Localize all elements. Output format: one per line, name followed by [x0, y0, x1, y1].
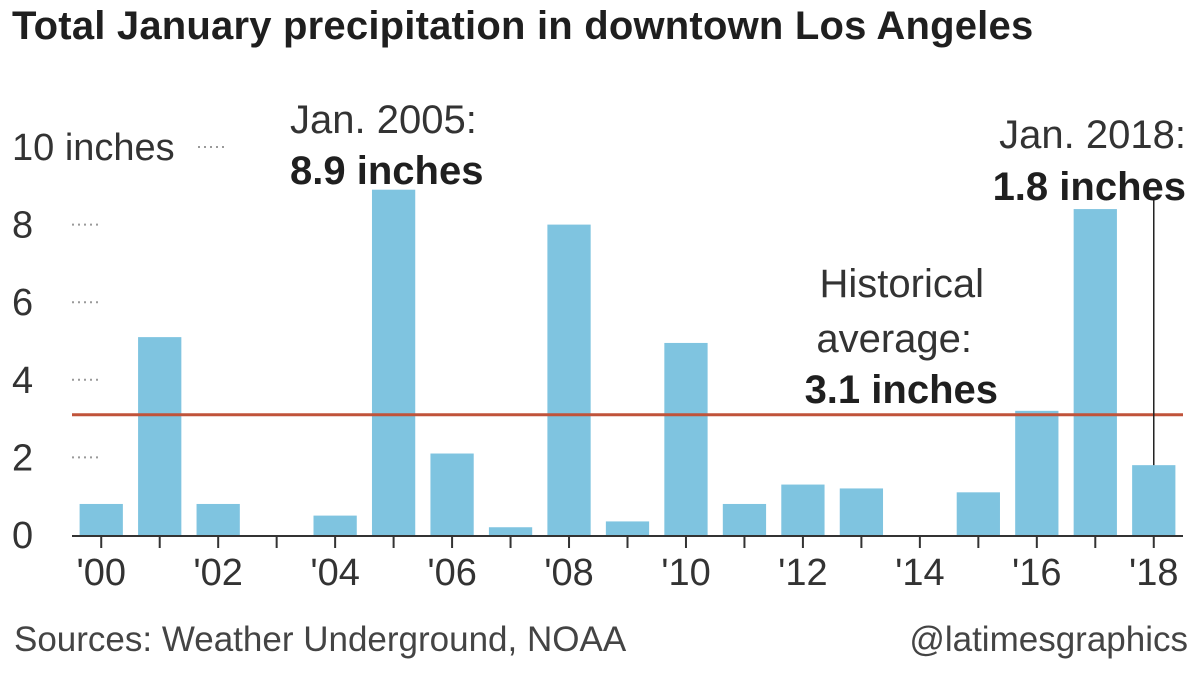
- chart-title: Total January precipitation in downtown …: [12, 4, 1034, 48]
- y-tick-label: 8: [12, 205, 33, 247]
- y-tick-label: 2: [12, 437, 33, 479]
- annotation-2005-line1: Jan. 2005:: [290, 98, 477, 142]
- y-tick-label: 10 inches: [12, 127, 175, 169]
- bar-2004: [313, 515, 357, 535]
- bar-2000: [79, 503, 123, 535]
- annotation-2005-value: 8.9 inches: [290, 149, 483, 193]
- x-tick-label: '02: [193, 552, 243, 594]
- annotation-average-line2: average:: [816, 317, 972, 361]
- x-tick-label: '18: [1129, 552, 1179, 594]
- y-tick-label: 0: [12, 515, 33, 557]
- x-tick-label: '06: [427, 552, 477, 594]
- bar-2002: [196, 503, 240, 535]
- x-tick-label: '14: [895, 552, 945, 594]
- x-ticks: '00 '02 '04 '06 '08 '10 '12 '14 '16 '18: [76, 536, 1179, 594]
- bars: [79, 189, 1176, 535]
- bar-2015: [956, 492, 1000, 535]
- annotation-average-value: 3.1 inches: [805, 368, 998, 412]
- bar-2012: [781, 484, 825, 535]
- y-tick-label: 6: [12, 282, 33, 324]
- bar-2008: [547, 224, 591, 535]
- x-tick-label: '08: [544, 552, 594, 594]
- x-tick-label: '00: [76, 552, 126, 594]
- bar-2016: [1015, 410, 1059, 535]
- bar-2010: [664, 342, 708, 535]
- annotation-2018-value: 1.8 inches: [993, 165, 1186, 209]
- annotation-average-line1: Historical: [820, 262, 984, 306]
- bar-2005: [371, 189, 416, 535]
- x-tick-label: '16: [1012, 552, 1062, 594]
- annotation-2018-line1: Jan. 2018:: [999, 113, 1186, 157]
- y-ticks: 0 2 4 6 8 10 inches: [12, 127, 175, 557]
- bar-2001: [138, 337, 182, 535]
- bar-2011: [722, 503, 767, 535]
- bar-2017: [1073, 209, 1117, 535]
- bar-2013: [839, 488, 884, 535]
- bar-2009: [605, 521, 650, 535]
- x-tick-label: '04: [310, 552, 360, 594]
- bar-2007: [488, 527, 533, 535]
- gridlines: [72, 146, 226, 459]
- bar-2018: [1132, 465, 1176, 535]
- x-tick-label: '10: [661, 552, 711, 594]
- x-tick-label: '12: [778, 552, 828, 594]
- bar-2006: [430, 453, 474, 535]
- y-tick-label: 4: [12, 360, 33, 402]
- source-note: Sources: Weather Underground, NOAA: [14, 620, 627, 659]
- credit-link[interactable]: @latimesgraphics: [909, 620, 1188, 659]
